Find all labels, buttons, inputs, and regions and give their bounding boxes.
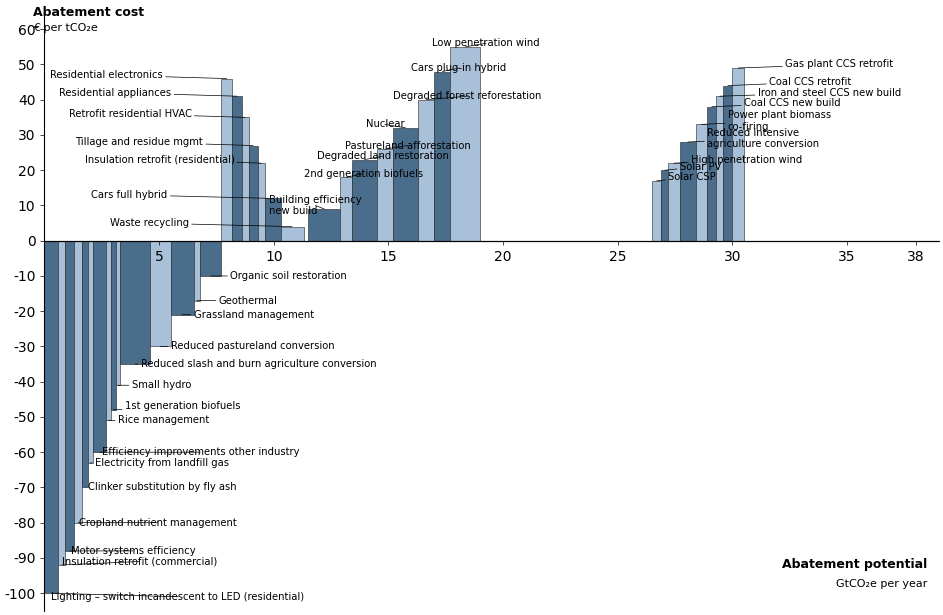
Text: Grassland management: Grassland management [182,310,314,320]
Text: Cars plug-in hybrid: Cars plug-in hybrid [411,63,506,73]
Text: 1st generation biofuels: 1st generation biofuels [113,402,240,411]
Text: Abatement cost: Abatement cost [33,6,144,18]
Bar [257,163,265,240]
Text: Insulation retrofit (residential): Insulation retrofit (residential) [85,154,261,165]
Text: Pastureland afforestation: Pastureland afforestation [345,141,471,151]
Text: Clinker substitution by fly ash: Clinker substitution by fly ash [85,482,237,493]
Text: Reduced intensive
agriculture conversion: Reduced intensive agriculture conversion [687,128,819,149]
Text: High penetration wind: High penetration wind [674,154,802,165]
Text: Efficiency improvements other industry: Efficiency improvements other industry [99,447,299,457]
Text: Degraded land restoration: Degraded land restoration [318,151,449,161]
Bar [221,79,233,240]
Bar [696,124,707,240]
Bar [201,240,221,276]
Text: Power plant biomass
co-firing: Power plant biomass co-firing [702,110,831,132]
Text: Gas plant CCS retrofit: Gas plant CCS retrofit [738,60,893,69]
Text: Abatement potential: Abatement potential [782,558,927,571]
Bar [707,107,717,240]
Text: Nuclear: Nuclear [366,119,405,129]
Text: Waste recycling: Waste recycling [109,218,292,228]
Bar [171,240,193,315]
Bar [150,240,171,346]
Bar [116,240,120,385]
Bar [733,68,744,240]
Bar [233,96,241,240]
Text: Solar CSP: Solar CSP [656,172,716,182]
Bar [661,170,669,240]
Text: Tillage and residue mgmt: Tillage and residue mgmt [75,137,253,147]
Text: Organic soil restoration: Organic soil restoration [210,271,347,281]
Bar [88,240,92,462]
Text: 2nd generation biofuels: 2nd generation biofuels [304,169,422,179]
Bar [82,240,88,488]
Bar [193,240,201,301]
Bar [265,199,281,240]
Bar [74,240,82,523]
Text: Reduced pastureland conversion: Reduced pastureland conversion [160,341,334,351]
Text: Iron and steel CCS new build: Iron and steel CCS new build [720,88,901,98]
Bar [58,240,65,565]
Text: Building efficiency
new build: Building efficiency new build [269,195,362,216]
Text: Reduced slash and burn agriculture conversion: Reduced slash and burn agriculture conve… [135,359,376,369]
Text: Low penetration wind: Low penetration wind [432,38,539,49]
Text: Coal CCS new build: Coal CCS new build [712,98,840,108]
Text: Insulation retrofit (commercial): Insulation retrofit (commercial) [61,557,217,566]
Text: Residential electronics: Residential electronics [50,70,226,80]
Bar [653,181,661,240]
Text: Cars full hybrid: Cars full hybrid [91,190,273,200]
Bar [419,100,435,240]
Bar [451,47,480,240]
Bar [435,71,451,240]
Text: Solar PV: Solar PV [665,162,721,172]
Text: € per tCO₂e: € per tCO₂e [33,23,98,33]
Text: Electricity from landfill gas: Electricity from landfill gas [91,458,229,468]
Text: Rice management: Rice management [108,416,209,426]
Bar [44,240,58,593]
Text: Motor systems efficiency: Motor systems efficiency [70,546,195,556]
Bar [111,240,116,410]
Bar [340,177,352,240]
Bar [352,160,377,240]
Bar [65,240,74,551]
Text: Retrofit residential HVAC: Retrofit residential HVAC [69,109,245,119]
Text: GtCO₂e per year: GtCO₂e per year [836,579,927,589]
Text: Geothermal: Geothermal [197,296,277,306]
Bar [723,85,733,240]
Bar [92,240,107,452]
Text: Degraded forest reforestation: Degraded forest reforestation [393,91,541,101]
Bar [249,146,257,240]
Bar [717,96,723,240]
Bar [308,209,340,240]
Text: Lighting – switch incandescent to LED (residential): Lighting – switch incandescent to LED (r… [51,592,305,601]
Bar [281,226,304,240]
Text: Residential appliances: Residential appliances [59,88,237,98]
Text: Small hydro: Small hydro [118,380,191,391]
Bar [377,149,393,240]
Bar [241,117,249,240]
Bar [107,240,111,421]
Bar [680,142,696,240]
Bar [120,240,150,364]
Bar [669,163,680,240]
Text: Cropland nutrient management: Cropland nutrient management [78,518,237,528]
Text: Coal CCS retrofit: Coal CCS retrofit [728,77,852,87]
Bar [393,128,419,240]
